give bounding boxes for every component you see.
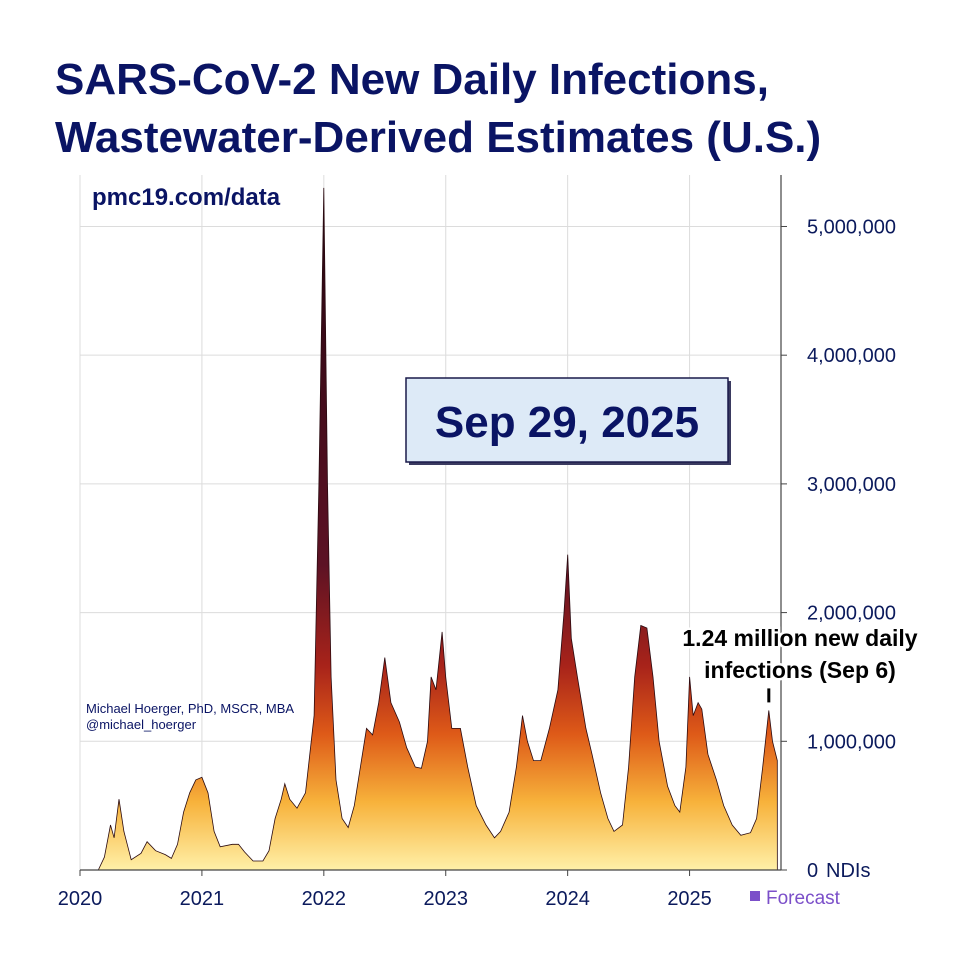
legend-swatch xyxy=(750,891,760,901)
date-box xyxy=(405,377,729,463)
date-label: Sep 29, 2025 xyxy=(435,398,699,447)
y-unit-label: NDIs xyxy=(826,860,870,882)
y-tick-label: 5,000,000 xyxy=(807,216,896,238)
y-tick-label: 1,000,000 xyxy=(807,731,896,753)
y-tick-label: 3,000,000 xyxy=(807,474,896,496)
y-tick-label: 2,000,000 xyxy=(807,603,896,625)
author-label: Michael Hoerger, PhD, MSCR, MBA xyxy=(86,701,294,716)
annotation-label: infections (Sep 6) xyxy=(704,657,896,683)
x-tick-label: 2022 xyxy=(302,888,347,910)
chart-title: Wastewater-Derived Estimates (U.S.) xyxy=(55,113,821,162)
chart-title: SARS-CoV-2 New Daily Infections, xyxy=(55,55,769,104)
area xyxy=(97,187,778,871)
x-tick-label: 2020 xyxy=(58,888,103,910)
y-tick-label: 4,000,000 xyxy=(807,345,896,367)
annotation-label: 1.24 million new daily xyxy=(682,625,917,651)
source-label: pmc19.com/data xyxy=(92,184,281,211)
x-tick-label: 2023 xyxy=(423,888,468,910)
y-tick-label: 0 xyxy=(807,860,818,882)
legend-label: Forecast xyxy=(766,888,841,909)
x-tick-label: 2024 xyxy=(545,888,590,910)
author-label: @michael_hoerger xyxy=(86,717,197,732)
x-tick-label: 2021 xyxy=(180,888,225,910)
x-tick-label: 2025 xyxy=(667,888,712,910)
